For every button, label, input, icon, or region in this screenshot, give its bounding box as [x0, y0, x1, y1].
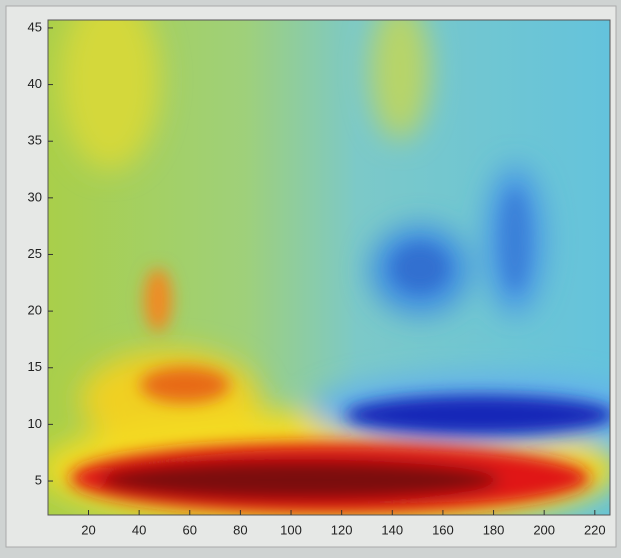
x-tick-label: 220: [584, 522, 606, 537]
x-tick-label: 60: [183, 522, 197, 537]
y-tick-label: 35: [28, 133, 42, 148]
heatmap: [40, 0, 621, 530]
y-tick-label: 30: [28, 189, 42, 204]
x-tick-label: 200: [533, 522, 555, 537]
y-tick-label: 45: [28, 19, 42, 34]
y-tick-label: 10: [28, 416, 42, 431]
x-tick-label: 180: [483, 522, 505, 537]
y-tick-label: 15: [28, 359, 42, 374]
page: 20 40 60 80 100 120 140 160 180 200 220 5 10 15 20 25 30…: [0, 0, 621, 553]
x-tick-label: 120: [331, 522, 353, 537]
y-tick-label: 25: [28, 246, 42, 261]
x-tick-label: 100: [280, 522, 302, 537]
x-tick-label: 140: [381, 522, 403, 537]
x-tick-label: 80: [233, 522, 247, 537]
x-tick-label: 160: [432, 522, 454, 537]
x-tick-label: 20: [81, 522, 95, 537]
chart: 20 40 60 80 100 120 140 160 180 200 220 5 10 15 20 25 30…: [0, 0, 621, 553]
y-tick-label: 20: [28, 303, 42, 318]
y-tick-label: 40: [28, 76, 42, 91]
y-tick-label: 5: [35, 472, 42, 487]
x-tick-label: 40: [132, 522, 146, 537]
